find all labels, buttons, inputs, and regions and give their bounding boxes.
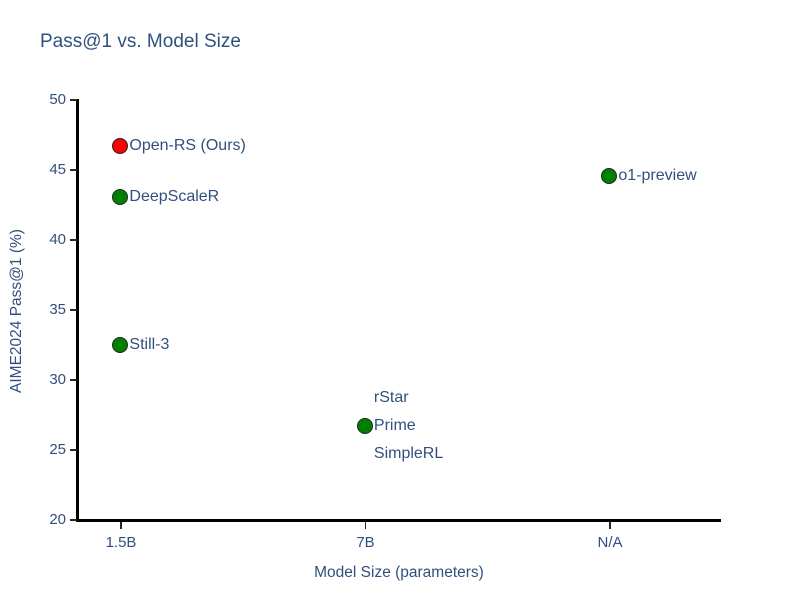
y-tick-mark [70, 449, 77, 451]
point-label: DeepScaleR [129, 187, 220, 205]
x-axis-spine [76, 519, 721, 522]
data-point-simplerl: SimpleRL [357, 443, 443, 465]
x-tick-label: 7B [356, 534, 375, 551]
x-tick-mark [609, 522, 611, 529]
y-axis-spine [76, 99, 79, 522]
y-tick-mark [70, 309, 77, 311]
x-tick-mark [364, 522, 367, 529]
y-tick-label: 30 [49, 371, 66, 388]
y-tick-label: 50 [49, 91, 66, 108]
point-marker [601, 167, 618, 184]
x-tick-label: N/A [597, 534, 623, 551]
point-label: Open-RS (Ours) [129, 137, 246, 155]
data-point-prime: Prime [356, 415, 416, 437]
point-marker [112, 188, 129, 205]
point-label: Still-3 [129, 336, 170, 353]
y-tick-label: 35 [49, 301, 66, 318]
y-tick-label: 40 [49, 231, 66, 248]
point-marker [112, 337, 129, 353]
point-label: o1-preview [618, 166, 697, 184]
x-tick-mark [120, 522, 122, 529]
data-point-o1-preview: o1-preview [601, 165, 697, 187]
data-point-rstar: rStar [357, 387, 409, 409]
y-tick-mark [70, 99, 77, 101]
chart-title: Pass@1 vs. Model Size [40, 31, 241, 52]
y-tick-mark [70, 169, 77, 171]
data-point-deepscaler: DeepScaleR [112, 186, 219, 208]
y-tick-mark [70, 379, 77, 381]
point-marker [112, 138, 129, 155]
data-point-open-rs-ours-: Open-RS (Ours) [112, 135, 246, 157]
x-tick-label: 1.5B [105, 534, 137, 551]
point-label: SimpleRL [373, 445, 444, 463]
data-point-still-3: Still-3 [112, 334, 169, 356]
y-tick-label: 20 [49, 511, 66, 528]
y-tick-mark [70, 519, 77, 521]
point-marker [356, 418, 373, 435]
x-axis-label: Model Size (parameters) [314, 564, 484, 581]
y-tick-label: 25 [49, 441, 66, 458]
point-label: Prime [373, 417, 416, 435]
y-tick-label: 45 [49, 161, 66, 178]
point-label: rStar [373, 389, 409, 407]
y-tick-mark [70, 239, 77, 241]
